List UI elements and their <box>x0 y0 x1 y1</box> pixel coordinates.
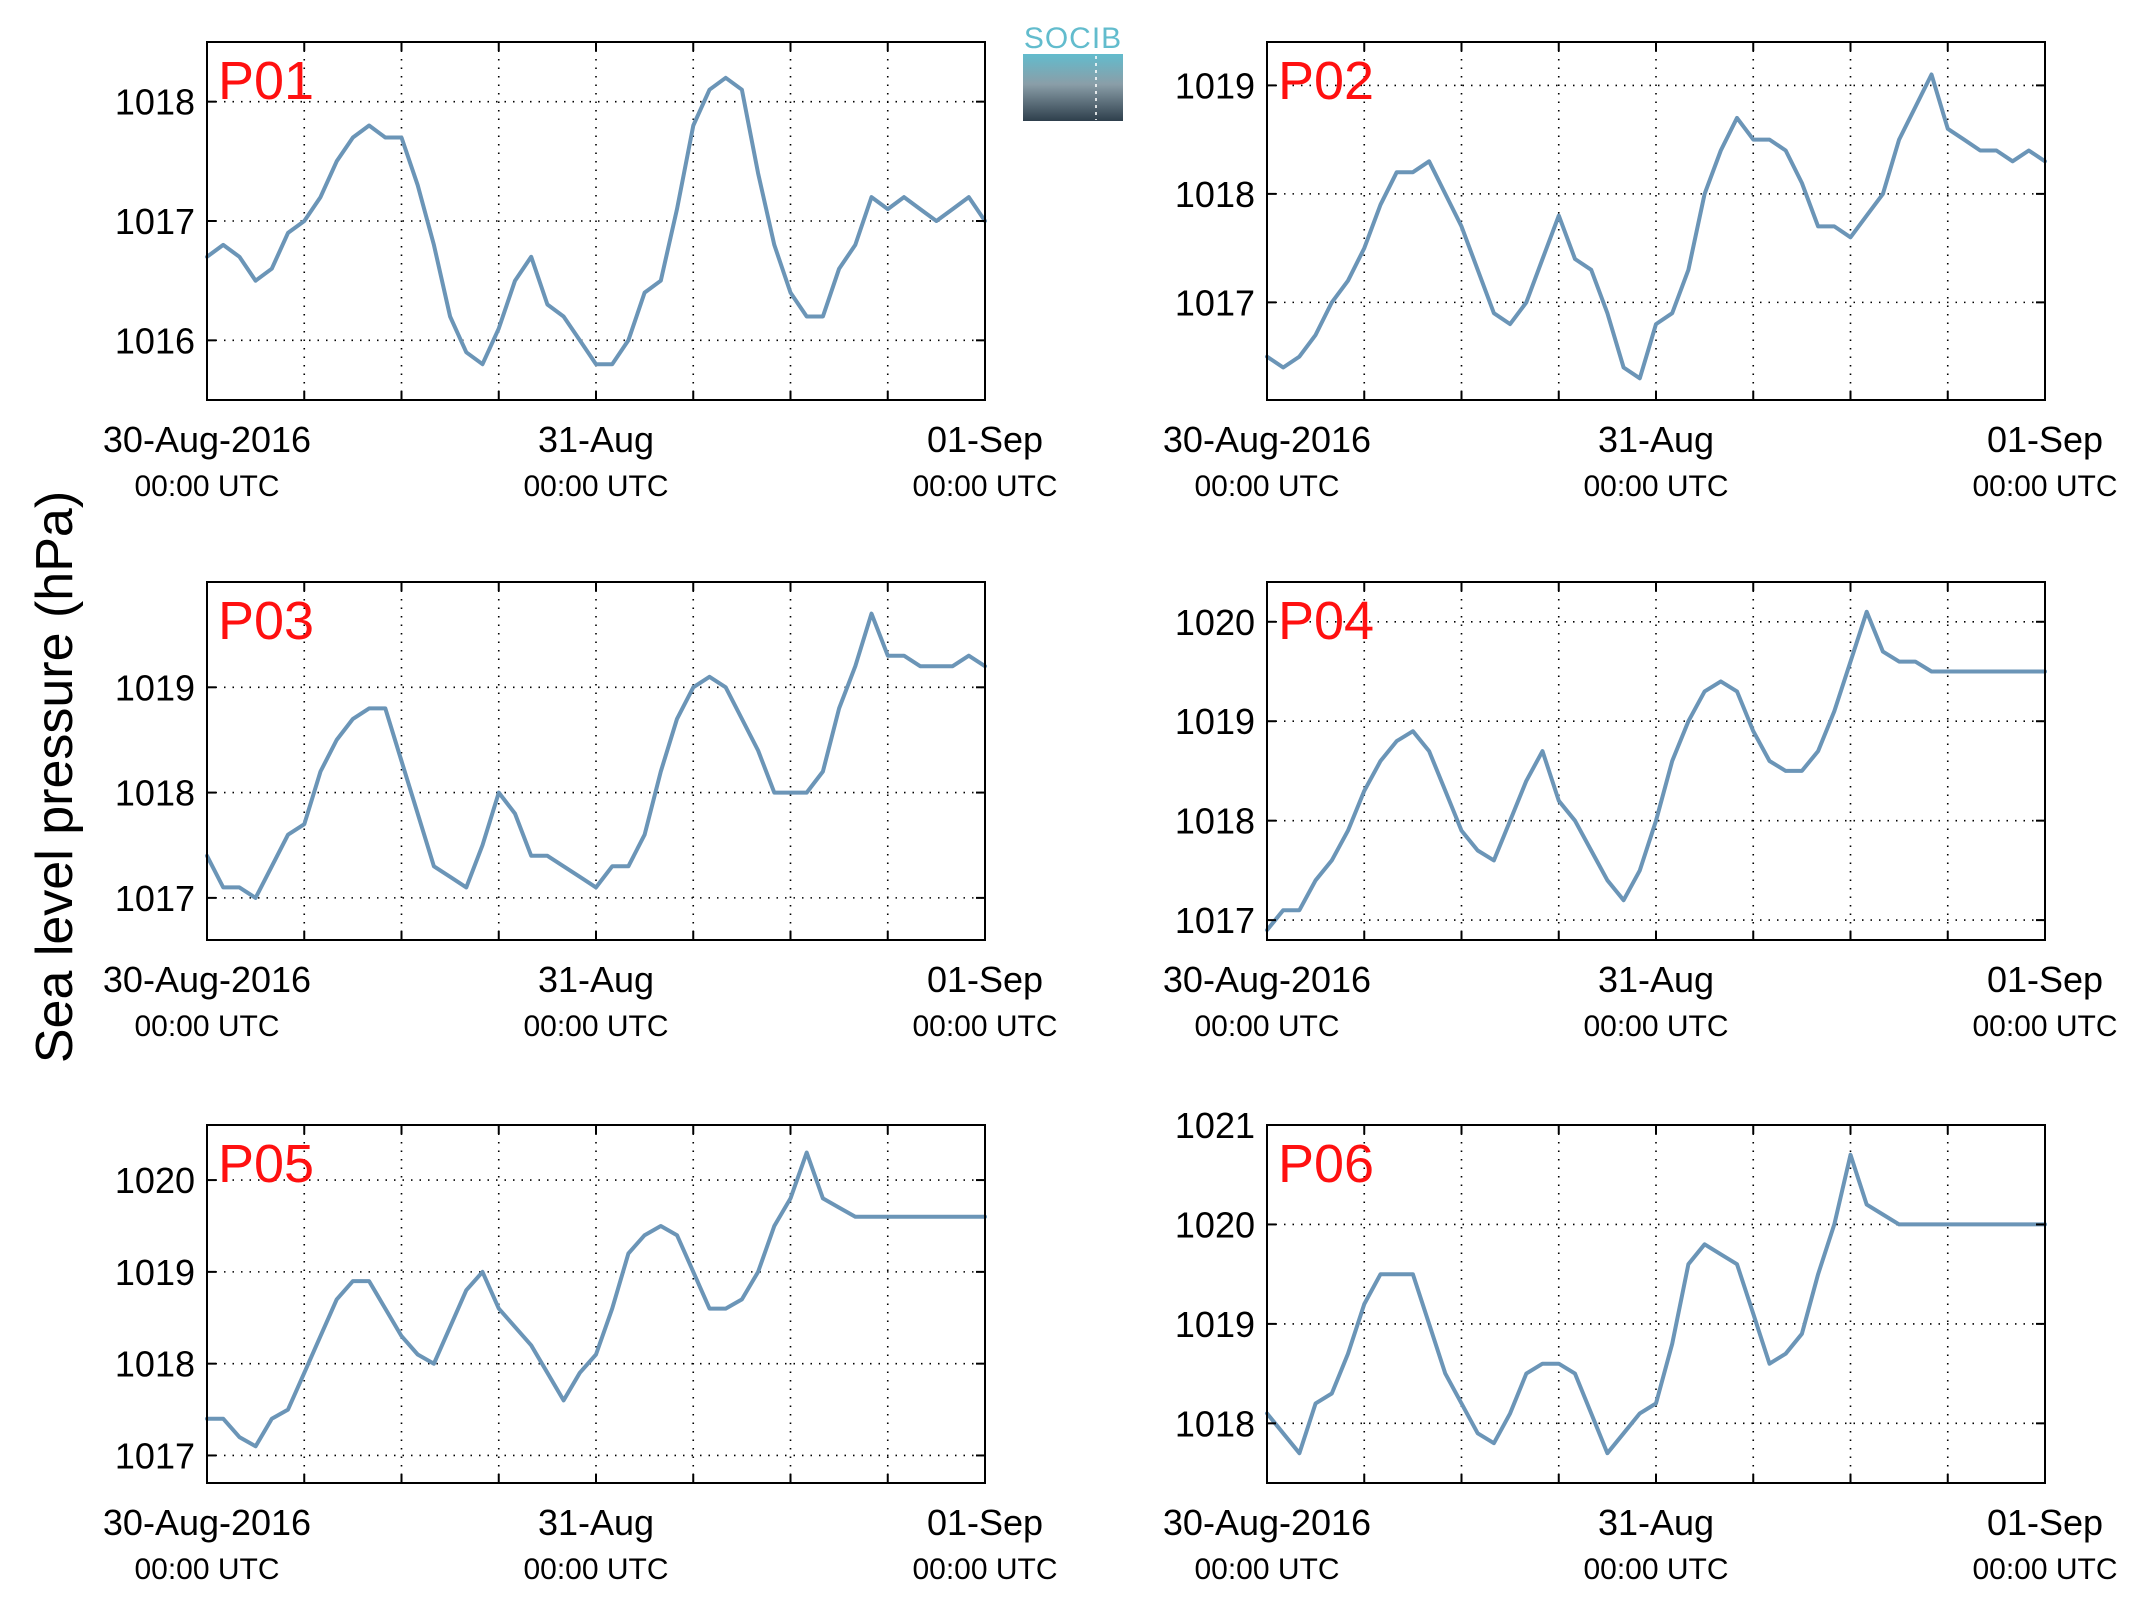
series-line <box>1265 609 2047 933</box>
x-tick-label: 01-Sep <box>927 1502 1043 1543</box>
x-tick-label: 30-Aug-2016 <box>1163 959 1371 1000</box>
x-tick-time-label: 00:00 UTC <box>134 1553 279 1586</box>
x-tick-label: 30-Aug-2016 <box>103 959 311 1000</box>
y-tick-label: 1018 <box>1175 174 1255 215</box>
logo-text: SOCIB <box>1024 22 1122 55</box>
panel-label: P02 <box>1278 51 1374 111</box>
x-tick-label: 30-Aug-2016 <box>1163 1502 1371 1543</box>
y-tick-label: 1021 <box>1175 1105 1255 1146</box>
panel-p01: 1016 1017 1018 30-Aug-2016 00:00 UTC 31-Aug 00… <box>103 41 1058 503</box>
y-tick-label: 1019 <box>1175 1304 1255 1345</box>
x-tick-label: 31-Aug <box>1598 959 1714 1000</box>
panel-p02: 1017 1018 1019 30-Aug-2016 00:00 UTC 31-Aug 00… <box>1163 41 2118 503</box>
x-tick-label: 01-Sep <box>1987 959 2103 1000</box>
series-line <box>205 611 987 900</box>
logo-block <box>1023 54 1123 121</box>
y-tick-label: 1017 <box>115 878 195 919</box>
x-tick-label: 31-Aug <box>1598 419 1714 460</box>
panel-p06: 1018 1019 1020 1021 30-Aug-2016 00:00 UTC 31-A… <box>1163 1105 2118 1586</box>
y-tick-label: 1017 <box>1175 900 1255 941</box>
series-line <box>1265 72 2047 381</box>
x-tick-time-label: 00:00 UTC <box>134 1010 279 1043</box>
y-tick-label: 1017 <box>115 1435 195 1476</box>
y-tick-label: 1017 <box>115 201 195 242</box>
x-tick-label: 30-Aug-2016 <box>103 1502 311 1543</box>
x-tick-time-label: 00:00 UTC <box>134 470 279 503</box>
x-tick-time-label: 00:00 UTC <box>1194 1553 1339 1586</box>
x-tick-label: 30-Aug-2016 <box>1163 419 1371 460</box>
y-tick-label: 1020 <box>115 1160 195 1201</box>
y-tick-label: 1020 <box>1175 1204 1255 1245</box>
y-tick-label: 1016 <box>115 320 195 361</box>
y-tick-label: 1018 <box>115 82 195 123</box>
y-tick-label: 1018 <box>1175 1403 1255 1444</box>
x-tick-time-label: 00:00 UTC <box>523 1010 668 1043</box>
x-tick-time-label: 00:00 UTC <box>523 1553 668 1586</box>
panels: 1016 1017 1018 30-Aug-2016 00:00 UTC 31-Aug 00… <box>103 41 2118 1586</box>
y-tick-label: 1020 <box>1175 602 1255 643</box>
panel-label: P03 <box>218 591 314 651</box>
x-tick-time-label: 00:00 UTC <box>912 1553 1057 1586</box>
y-tick-label: 1018 <box>115 773 195 814</box>
x-tick-time-label: 00:00 UTC <box>1583 470 1728 503</box>
x-tick-label: 31-Aug <box>538 959 654 1000</box>
x-tick-time-label: 00:00 UTC <box>1194 470 1339 503</box>
panel-label: P04 <box>1278 591 1374 651</box>
y-tick-label: 1019 <box>1175 65 1255 106</box>
panel-p03: 1017 1018 1019 30-Aug-2016 00:00 UTC 31-Aug 00… <box>103 581 1058 1043</box>
x-tick-time-label: 00:00 UTC <box>1972 1010 2117 1043</box>
panel-p05: 1017 1018 1019 1020 30-Aug-2016 00:00 UTC 31-A… <box>103 1124 1058 1586</box>
x-tick-time-label: 00:00 UTC <box>523 470 668 503</box>
x-tick-time-label: 00:00 UTC <box>912 1010 1057 1043</box>
y-tick-label: 1019 <box>1175 701 1255 742</box>
series-line <box>1265 1152 2047 1456</box>
x-tick-label: 31-Aug <box>538 419 654 460</box>
series-line <box>205 1150 987 1449</box>
x-tick-label: 30-Aug-2016 <box>103 419 311 460</box>
series-line <box>205 75 987 367</box>
x-tick-label: 01-Sep <box>1987 1502 2103 1543</box>
x-tick-label: 31-Aug <box>538 1502 654 1543</box>
y-tick-label: 1019 <box>115 667 195 708</box>
x-tick-label: 31-Aug <box>1598 1502 1714 1543</box>
x-tick-time-label: 00:00 UTC <box>1972 1553 2117 1586</box>
y-tick-label: 1018 <box>1175 801 1255 842</box>
x-tick-time-label: 00:00 UTC <box>912 470 1057 503</box>
y-tick-label: 1018 <box>115 1344 195 1385</box>
x-tick-time-label: 00:00 UTC <box>1583 1553 1728 1586</box>
panel-p04: 1017 1018 1019 1020 30-Aug-2016 00:00 UTC 31-A… <box>1163 581 2118 1043</box>
y-tick-label: 1017 <box>1175 282 1255 323</box>
x-tick-label: 01-Sep <box>927 959 1043 1000</box>
panel-label: P01 <box>218 51 314 111</box>
panel-label: P06 <box>1278 1134 1374 1194</box>
x-tick-label: 01-Sep <box>1987 419 2103 460</box>
socib-logo: SOCIB <box>1023 22 1123 121</box>
x-tick-label: 01-Sep <box>927 419 1043 460</box>
x-tick-time-label: 00:00 UTC <box>1583 1010 1728 1043</box>
x-tick-time-label: 00:00 UTC <box>1194 1010 1339 1043</box>
x-tick-time-label: 00:00 UTC <box>1972 470 2117 503</box>
y-tick-label: 1019 <box>115 1252 195 1293</box>
y-axis-label: Sea level pressure (hPa) <box>26 491 84 1063</box>
panel-label: P05 <box>218 1134 314 1194</box>
